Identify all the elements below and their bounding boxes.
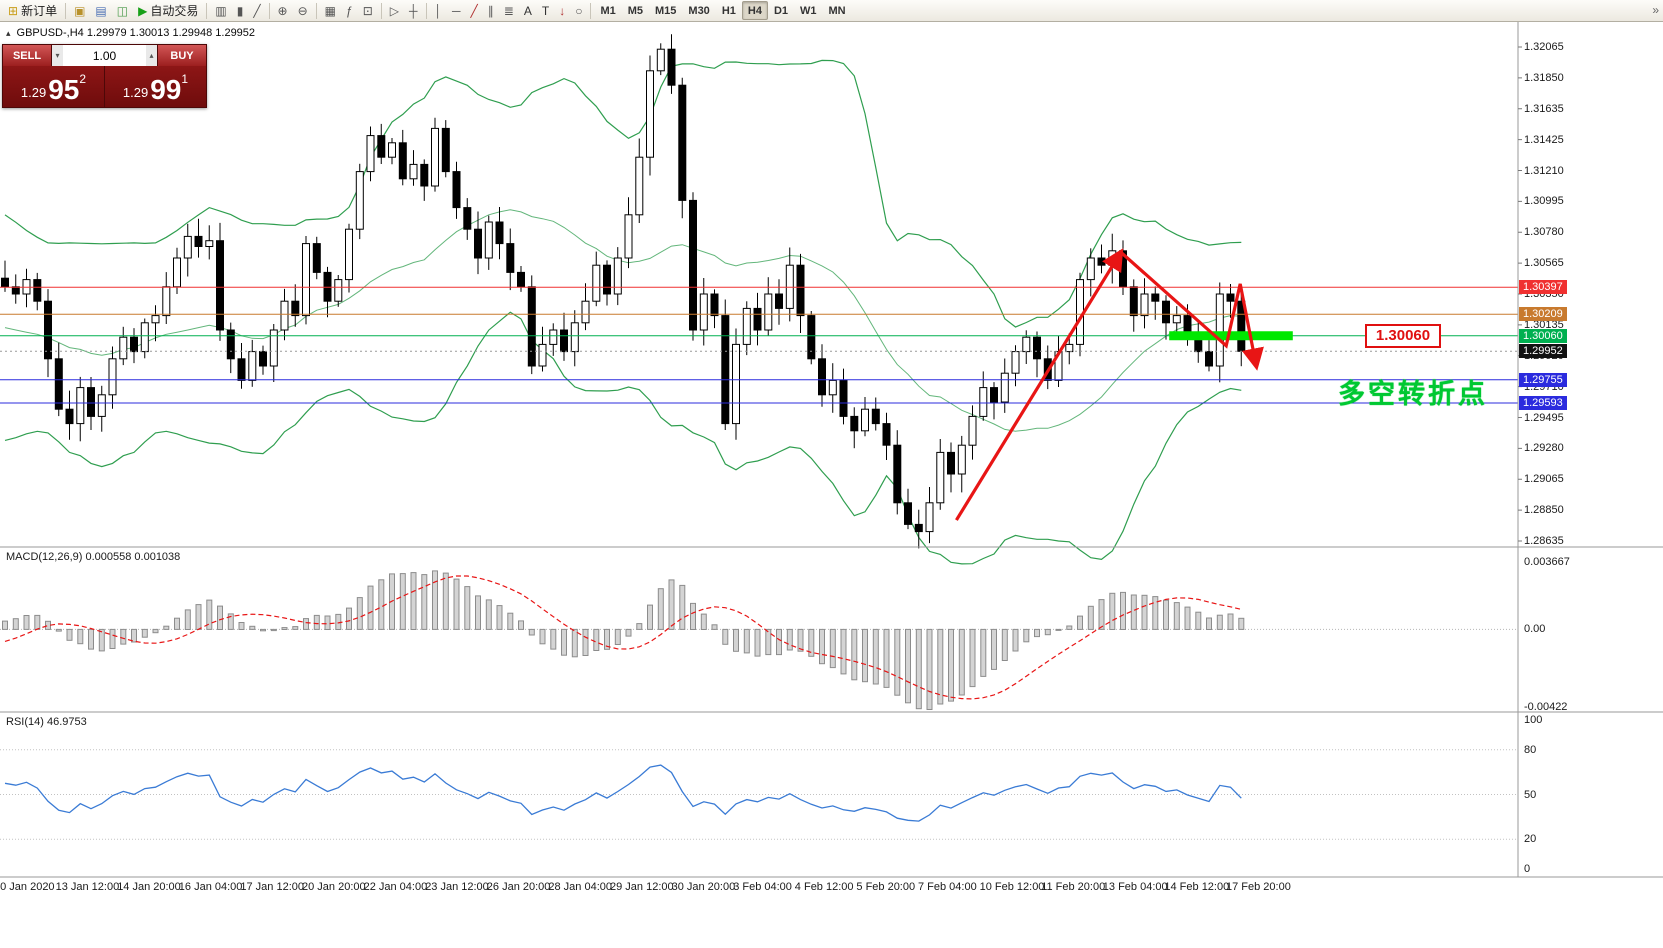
autotrade-icon: ▶ <box>138 3 148 18</box>
arrows-button[interactable]: ↓ <box>554 1 570 20</box>
tile-windows-icon: ▦ <box>324 3 337 18</box>
profiles-icon: ▤ <box>95 3 107 18</box>
toolbar-buttons: ⊞ 新订单 ▣ ▤ ◫ ▶ 自动交易 ▥ ▮ ╱ ⊕ ⊖ ▦ ƒ ⊡ ▷ ┼ │ ─ ╱ ∥ ≣ A T ↓ ○ <box>3 0 594 22</box>
indicator-list-icon: ƒ <box>346 3 353 18</box>
horizontal-line-button[interactable]: ─ <box>447 1 466 20</box>
autotrade-button[interactable]: ▶ 自动交易 <box>133 1 203 20</box>
buy-price-big: 99 <box>150 74 182 106</box>
toolbar-divider <box>590 2 592 19</box>
cursor-button[interactable]: ▷ <box>385 1 404 20</box>
timeframe-h4-button[interactable]: H4 <box>741 1 768 20</box>
timeframe-d1-button[interactable]: D1 <box>773 4 788 17</box>
tile-windows-button[interactable]: ▦ <box>320 1 341 20</box>
time-axis-strip[interactable] <box>0 878 1663 896</box>
arrows-icon: ↓ <box>559 3 566 18</box>
sell-button[interactable]: SELL <box>3 45 51 66</box>
one-click-trading-panel: SELL ▾ ▴ BUY 1.29 95 2 1.29 99 1 <box>2 44 207 108</box>
text-icon: A <box>523 3 532 18</box>
sell-price-big: 95 <box>48 74 80 106</box>
price-level-label[interactable]: 1.30060 <box>1364 323 1442 348</box>
macd-indicator-label: MACD(12,26,9) 0.000558 0.001038 <box>6 551 181 563</box>
toolbar-divider <box>425 2 427 19</box>
shapes-icon: ○ <box>575 3 583 18</box>
cursor-icon: ▷ <box>389 3 399 18</box>
toolbar: ⊞ 新订单 ▣ ▤ ◫ ▶ 自动交易 ▥ ▮ ╱ ⊕ ⊖ ▦ ƒ ⊡ ▷ ┼ │ ─ ╱ ∥ ≣ A T ↓ ○ M1 M5 M15 M… <box>0 0 1663 22</box>
vertical-line-icon: │ <box>434 3 443 18</box>
buy-price-pipette: 1 <box>181 72 189 86</box>
line-chart-button[interactable]: ╱ <box>248 1 265 20</box>
new-order-button-label: 新订单 <box>21 4 58 18</box>
period-settings-icon: ⊡ <box>362 3 373 18</box>
candlestick-chart-button[interactable]: ▮ <box>232 1 249 20</box>
volume-up-icon[interactable]: ▴ <box>145 45 157 66</box>
toolbar-divider <box>206 2 208 19</box>
trendline-button[interactable]: ╱ <box>466 1 483 20</box>
text-button[interactable]: A <box>519 1 537 20</box>
crosshair-button[interactable]: ┼ <box>404 1 423 20</box>
indicator-list-button[interactable]: ƒ <box>341 1 358 20</box>
horizontal-line-icon: ─ <box>452 3 461 18</box>
channel-button[interactable]: ∥ <box>483 1 499 20</box>
toolbar-divider <box>315 2 317 19</box>
timeframe-m1-button[interactable]: M1 <box>600 4 616 17</box>
timeframe-m30-button[interactable]: M30 <box>688 4 710 17</box>
buy-button[interactable]: BUY <box>158 45 206 66</box>
bar-chart-button[interactable]: ▥ <box>210 1 231 20</box>
period-settings-button[interactable]: ⊡ <box>358 1 378 20</box>
toolbar-divider <box>268 2 270 19</box>
buy-price[interactable]: 1.29 99 1 <box>105 66 206 107</box>
chart-window-button[interactable]: ▣ <box>69 1 90 20</box>
toolbar-divider <box>65 2 67 19</box>
fibonacci-icon: ≣ <box>503 3 514 18</box>
text-label-button[interactable]: T <box>537 1 554 20</box>
new-order-button[interactable]: ⊞ 新订单 <box>3 1 62 20</box>
text-label-icon: T <box>541 3 550 18</box>
sell-price-prefix: 1.29 <box>20 85 47 100</box>
fibonacci-button[interactable]: ≣ <box>499 1 519 20</box>
zoom-in-icon: ⊕ <box>277 3 288 18</box>
zoom-out-button[interactable]: ⊖ <box>293 1 313 20</box>
timeframe-m15-button[interactable]: M15 <box>655 4 677 17</box>
turning-point-note[interactable]: 多空转折点 <box>1338 378 1488 409</box>
sell-price-pipette: 2 <box>79 72 87 86</box>
timeframe-w1-button[interactable]: W1 <box>800 4 817 17</box>
zoom-out-icon: ⊖ <box>297 3 308 18</box>
rsi-indicator-label: RSI(14) 46.9753 <box>6 716 87 728</box>
timeframe-mn-button[interactable]: MN <box>828 4 846 17</box>
timeframe-m5-button[interactable]: M5 <box>627 4 643 17</box>
bar-chart-icon: ▥ <box>215 3 227 18</box>
symbol-ohlc-text: GBPUSD-,H4 1.29979 1.30013 1.29948 1.299… <box>16 27 256 39</box>
new-order-icon: ⊞ <box>8 3 19 18</box>
timeframe-h1-button[interactable]: H1 <box>721 4 736 17</box>
chart-window-icon: ▣ <box>74 3 86 18</box>
profiles-button[interactable]: ▤ <box>90 1 111 20</box>
autotrade-button-label: 自动交易 <box>150 4 199 18</box>
toolbar-divider <box>380 2 382 19</box>
volume-input[interactable] <box>63 45 146 66</box>
channel-icon: ∥ <box>487 3 494 18</box>
volume-spinner: ▾ ▴ <box>51 45 158 66</box>
toolbar-overflow-button[interactable]: » <box>1652 3 1659 17</box>
navigator-icon: ◫ <box>116 3 129 18</box>
zoom-in-button[interactable]: ⊕ <box>273 1 293 20</box>
volume-down-icon[interactable]: ▾ <box>52 45 64 66</box>
vertical-line-button[interactable]: │ <box>430 1 448 20</box>
trendline-icon: ╱ <box>470 3 478 18</box>
shapes-button[interactable]: ○ <box>570 1 587 20</box>
one-click-toggle-icon[interactable]: ▴ <box>6 27 11 38</box>
line-chart-icon: ╱ <box>253 3 261 18</box>
symbol-ohlc-line: ▴ GBPUSD-,H4 1.29979 1.30013 1.29948 1.2… <box>6 27 255 39</box>
timeframe-toolbar: M1 M5 M15 M30 H1 H4 D1 W1 MN <box>594 0 851 22</box>
candlestick-chart-icon: ▮ <box>236 3 244 18</box>
sell-price[interactable]: 1.29 95 2 <box>3 66 105 107</box>
price-axis-strip[interactable] <box>1518 22 1663 877</box>
crosshair-icon: ┼ <box>409 3 418 18</box>
navigator-button[interactable]: ◫ <box>112 1 133 20</box>
buy-price-prefix: 1.29 <box>122 85 149 100</box>
